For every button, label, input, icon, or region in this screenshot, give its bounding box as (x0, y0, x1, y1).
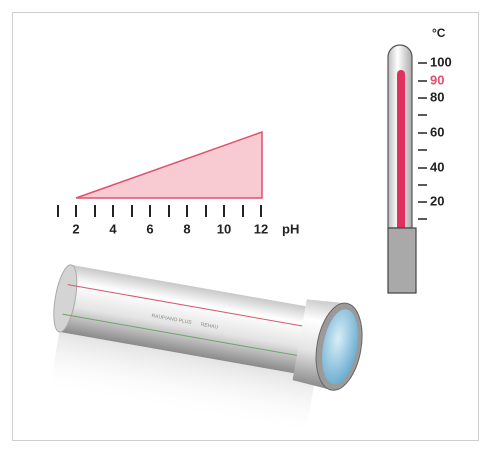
temperature-label: 40 (430, 159, 444, 174)
ph-label: 4 (109, 221, 117, 236)
pipe-stripe (67, 284, 324, 331)
ph-ticks (57, 205, 262, 217)
temperature-label: 80 (430, 89, 444, 104)
temperature-label: 90 (430, 72, 444, 87)
ph-label: 2 (72, 221, 79, 236)
temperature-label: 20 (430, 193, 444, 208)
ph-wedge (75, 130, 263, 199)
ph-unit: pH (282, 221, 299, 236)
pipe-stripe (62, 313, 319, 360)
temperature-unit: °C (432, 26, 446, 40)
thermometer-base (387, 227, 417, 294)
ph-label: 12 (254, 221, 268, 236)
thermometer-fluid (397, 70, 405, 228)
temperature-label: 60 (430, 124, 444, 139)
ph-label: 8 (183, 221, 190, 236)
pipe-reflection (48, 331, 316, 437)
temperature-label: 100 (430, 54, 452, 69)
thermometer-ticks (418, 62, 427, 220)
pipe-opening (322, 309, 359, 385)
pipe: RAUPIANO PLUS REHAU (48, 264, 363, 437)
ph-label: 10 (217, 221, 231, 236)
pipe-print: REHAU (200, 322, 219, 331)
ph-label: 6 (146, 221, 153, 236)
